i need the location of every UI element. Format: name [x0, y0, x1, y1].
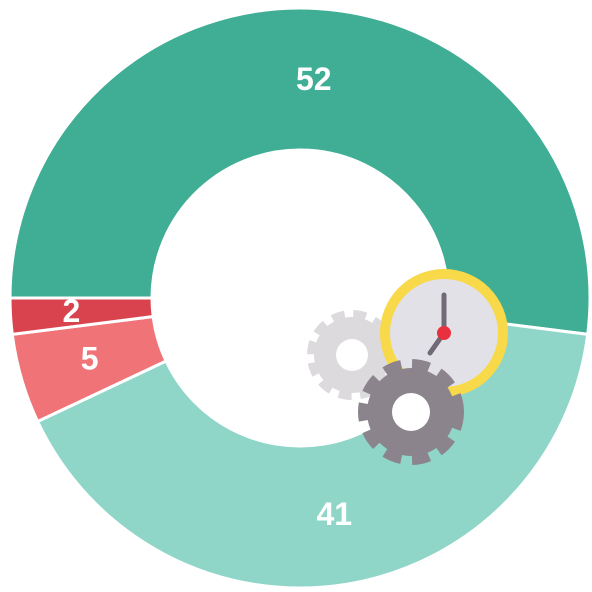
labels: 52 41 52 — [63, 61, 353, 532]
clock-center — [437, 326, 451, 340]
value-label: 41 — [316, 496, 352, 532]
value-label: 2 — [63, 293, 81, 329]
icon — [307, 269, 508, 465]
gear-hole — [336, 339, 368, 371]
big-gear — [358, 359, 464, 465]
value-label: 5 — [81, 341, 99, 377]
slice — [8, 296, 155, 337]
slice — [8, 6, 592, 337]
gear-hole — [392, 393, 430, 431]
value-label: 52 — [296, 61, 332, 97]
